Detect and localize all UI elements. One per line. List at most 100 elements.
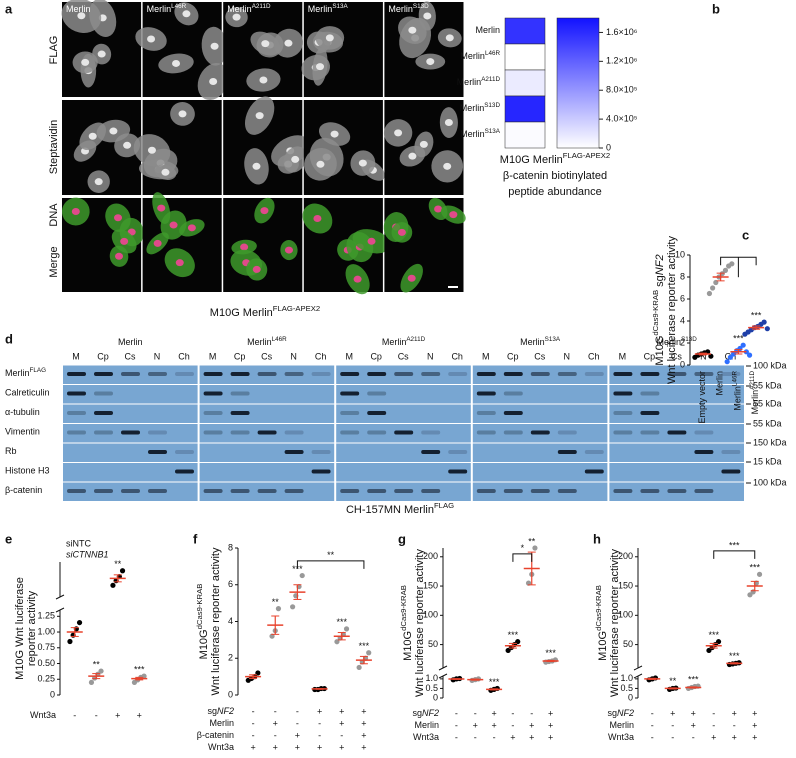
significance: ** xyxy=(669,676,677,686)
band xyxy=(476,430,496,435)
blot-strip xyxy=(63,404,198,423)
blot-row-label-part: FLAG xyxy=(30,367,47,374)
nucleus xyxy=(94,178,103,186)
y-axis-label: Wnt luciferase reporter activity xyxy=(414,549,426,697)
lane-label: Cp xyxy=(97,351,109,361)
condition-mark: + xyxy=(691,708,696,718)
condition-mark: - xyxy=(455,708,458,718)
nucleus xyxy=(444,119,453,127)
significance: ** xyxy=(528,536,536,546)
y-tick-label: 10 xyxy=(675,249,685,259)
blot-strip xyxy=(472,404,608,423)
band xyxy=(311,372,331,376)
band xyxy=(530,372,550,376)
band xyxy=(394,430,414,435)
condition-mark: - xyxy=(493,732,496,742)
blot-strip xyxy=(199,463,335,482)
band xyxy=(284,489,304,493)
nucleus xyxy=(423,12,432,20)
condition-mark: - xyxy=(671,732,674,742)
data-point xyxy=(722,267,729,273)
chart-title-part: β-catenin biotinylated xyxy=(503,170,607,182)
blot-strip xyxy=(199,404,335,423)
significance: *** xyxy=(292,564,303,574)
column-label-part: A211D xyxy=(252,3,271,10)
band xyxy=(67,372,86,376)
panel-letter: h xyxy=(593,531,601,546)
nucleus xyxy=(426,58,435,66)
y-axis-label-part: dCas9-KRAB xyxy=(195,584,204,630)
caption-part: M10G Merlin xyxy=(210,307,273,319)
axis-break xyxy=(633,665,643,671)
band xyxy=(613,489,633,493)
band xyxy=(448,469,468,474)
column-label-part: Merlin xyxy=(147,4,172,14)
data-point xyxy=(532,545,538,551)
x-tick-label-part: Merlin xyxy=(751,390,761,415)
band xyxy=(613,430,633,435)
blot-strip xyxy=(63,385,198,404)
band xyxy=(203,489,223,493)
band xyxy=(694,372,714,376)
band xyxy=(175,450,194,454)
blot-strip xyxy=(336,404,471,423)
condition-mark: - xyxy=(455,720,458,730)
group-label: Merlin xyxy=(118,337,143,347)
band xyxy=(530,430,550,435)
condition-label-part: Wnt3a xyxy=(413,732,439,742)
band xyxy=(94,411,113,415)
blot-strip xyxy=(609,443,744,462)
blot-row-label: β-catenin xyxy=(5,485,42,495)
band xyxy=(121,372,140,376)
colorbar-label: 0 xyxy=(606,142,611,152)
nucleus xyxy=(408,152,417,160)
lane-label: Cs xyxy=(125,351,136,361)
significance: *** xyxy=(733,334,744,344)
band xyxy=(367,391,387,396)
axis-break xyxy=(438,673,448,679)
heat-row-label-part: Merlin xyxy=(460,51,485,61)
condition-mark: - xyxy=(651,720,654,730)
condition-mark: + xyxy=(115,710,120,720)
group-label-part: Merlin xyxy=(247,337,272,347)
y-tick-label: 0 xyxy=(50,689,55,699)
band xyxy=(503,489,523,493)
condition-mark: - xyxy=(296,706,299,716)
data-point xyxy=(343,626,350,632)
data-point xyxy=(740,342,746,348)
condition-mark: - xyxy=(274,730,277,740)
y-axis-label-part: dCas9-KRAB xyxy=(651,290,660,336)
band xyxy=(230,372,250,376)
data-point xyxy=(119,568,126,574)
band xyxy=(67,430,86,435)
y-tick-label: 0.25 xyxy=(37,674,55,684)
nucleus xyxy=(88,132,97,140)
lane-label: Ch xyxy=(451,351,463,361)
y-tick-label: 50 xyxy=(623,639,633,649)
band xyxy=(284,372,304,376)
y-tick-label: 150 xyxy=(423,580,438,590)
group-label-part: Merlin xyxy=(520,337,545,347)
y-axis-label: Wnt luciferase reporter activity xyxy=(609,549,621,697)
band xyxy=(503,411,523,415)
heat-row-label-part: S13D xyxy=(484,102,500,109)
data-point xyxy=(255,670,261,676)
blot-row-label-part: Rb xyxy=(5,446,17,456)
data-point xyxy=(98,668,104,674)
nucleus xyxy=(240,243,249,251)
data-point xyxy=(76,619,83,626)
data-point xyxy=(290,604,296,610)
band xyxy=(694,450,714,454)
condition-mark: - xyxy=(712,708,715,718)
condition-label-part: Merlin xyxy=(209,718,234,728)
group-label-part: Merlin xyxy=(382,337,407,347)
nucleus xyxy=(255,112,264,120)
data-point xyxy=(710,285,716,291)
y-tick-label: 200 xyxy=(423,551,438,561)
nucleus xyxy=(284,39,293,47)
band xyxy=(203,372,223,376)
group-label-part: S13A xyxy=(545,336,561,343)
condition-mark: - xyxy=(296,718,299,728)
band xyxy=(640,489,660,493)
data-point xyxy=(761,319,767,325)
